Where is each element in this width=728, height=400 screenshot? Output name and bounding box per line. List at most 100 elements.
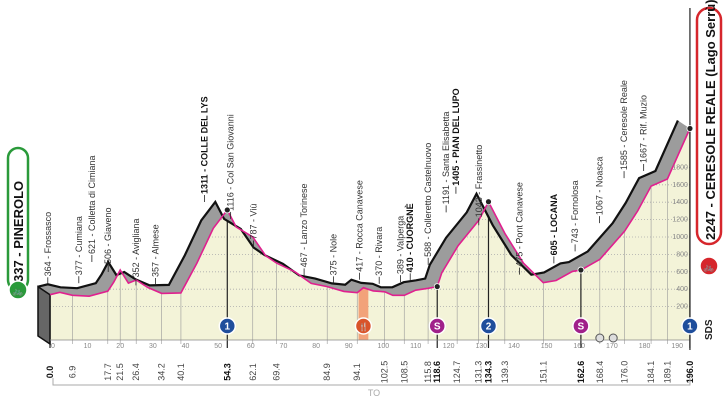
km-label: 184.1 (646, 361, 656, 384)
km-label: 69.4 (272, 363, 282, 381)
sprint-marker-icon (428, 317, 446, 335)
km-label: 34.2 (157, 363, 167, 381)
x-tick-label: 160 (573, 343, 585, 350)
x-tick-label: 190 (671, 343, 683, 350)
profile-top-line (37, 120, 679, 290)
checkpoint-icon (595, 333, 605, 343)
x-tick-label: 90 (345, 343, 353, 350)
place-label: 743 - Fornolosa (570, 180, 580, 243)
y-tick-label: 200 (676, 304, 688, 311)
place-label: 417 - Rocca Canavese (355, 180, 365, 272)
gpm-marker-icon (681, 317, 699, 335)
y-tick-label: 1000 (672, 234, 688, 241)
km-label: 54.3 (222, 363, 232, 381)
km-label: 6.9 (68, 366, 78, 379)
place-label: 364 - Frossasco (43, 212, 53, 277)
place-label: 352 - Avigliana (131, 218, 141, 277)
place-label: 1067 - Noasca (595, 157, 605, 216)
x-tick-label: 120 (443, 343, 455, 350)
start-bike-icon (8, 280, 28, 300)
bike-glyph: 🚲 (703, 262, 714, 272)
km-label: 40.1 (176, 363, 186, 381)
place-label: 389 - Valperga (395, 216, 405, 274)
place-label: 1043 - Frassinetto (474, 145, 484, 218)
km-label: 21.5 (115, 363, 125, 381)
finish-tag: SDS (704, 319, 715, 340)
profile-fill (50, 128, 690, 340)
km-label: 151.1 (538, 361, 548, 384)
x-tick-label: 60 (247, 343, 255, 350)
profile-point (686, 125, 694, 132)
place-label: 1311 - COLLE DEL LYS (200, 96, 210, 194)
province-bracket (52, 378, 691, 386)
x-tick-label: 20 (116, 343, 124, 350)
sprint-marker-label: S (578, 322, 585, 333)
km-label: 118.6 (432, 361, 442, 383)
gpm-marker-icon (218, 317, 237, 335)
place-label: 605 - LOCANA (549, 193, 559, 255)
profile-point (485, 198, 492, 206)
bike-glyph: 🚲 (12, 286, 23, 296)
x-tick-label: 140 (508, 343, 520, 350)
km-label: 115.8 (423, 361, 433, 383)
place-label: 475 - Pont Canavese (515, 182, 525, 267)
place-label: 370 - Rivara (374, 227, 384, 276)
x-tick-label: 80 (312, 343, 320, 350)
km-label: 102.5 (380, 361, 390, 384)
sprint-marker-label: S (434, 322, 441, 333)
x-tick-label: 130 (475, 343, 487, 350)
place-label: 375 - Nole (328, 234, 338, 276)
place-label: 377 - Cumiana (74, 216, 84, 275)
x-tick-label: 0 (51, 343, 55, 350)
y-tick-label: 600 (676, 269, 688, 276)
place-label: 1405 - PIAN DEL LUPO (451, 88, 461, 185)
y-tick-label: 1400 (672, 199, 688, 206)
km-label: 189.1 (662, 361, 672, 384)
sprint-marker-icon (572, 317, 590, 335)
place-label: 787 - Viù (248, 204, 258, 240)
gpm-marker-icon (479, 317, 498, 335)
x-tick-label: 180 (639, 343, 651, 350)
x-tick-label: 110 (410, 343, 421, 350)
province-label: TO (368, 388, 380, 398)
km-label: 108.5 (399, 361, 409, 384)
place-label: 1667 - Rif. Muzio (639, 95, 649, 163)
y-tick-label: 800 (676, 251, 688, 258)
x-tick-label: 40 (182, 343, 190, 350)
place-label: 467 - Lanzo Torinese (299, 183, 309, 267)
profile-side (37, 285, 51, 346)
x-tick-label: 30 (149, 343, 157, 350)
finish-label: 2247 - CERESOLE REALE (Lago Serrù) (703, 0, 718, 240)
place-label: 410 - CUORGNÈ (405, 203, 415, 272)
y-tick-label: 400 (676, 286, 688, 293)
profile-point (577, 266, 585, 274)
place-label: 588 - Colleretto Castelnuovo (423, 143, 433, 257)
x-tick-label: 10 (84, 343, 92, 350)
gpm-marker-label: 2 (486, 322, 492, 333)
finish-box (695, 6, 723, 246)
km-label: 17.7 (103, 363, 113, 381)
checkpoint-icon (608, 333, 618, 343)
km-label: 62.1 (248, 363, 258, 381)
km-label: 131.3 (474, 361, 484, 384)
x-tick-label: 70 (280, 343, 288, 350)
place-label: 357 - Almese (151, 224, 161, 277)
feed-marker-icon (354, 317, 373, 335)
km-label: 139.3 (500, 361, 510, 384)
place-label: 1116 - Col San Giovanni (226, 114, 236, 211)
x-tick-label: 100 (378, 343, 390, 350)
km-label: 84.9 (322, 363, 332, 381)
profile-line (49, 128, 691, 298)
km-label: 124.7 (452, 361, 462, 384)
x-tick-label: 150 (541, 343, 553, 350)
km-label: 26.4 (131, 363, 141, 381)
y-tick-label: 1600 (672, 182, 688, 189)
x-tick-label: 170 (606, 343, 618, 350)
start-label: 337 - PINEROLO (11, 181, 26, 282)
km-label: 196.0 (685, 361, 695, 384)
place-label: 506 - Giaveno (103, 207, 113, 264)
km-label: 0.0 (45, 366, 55, 379)
profile-point (223, 206, 231, 214)
gpm-marker-label: 1 (225, 322, 231, 333)
